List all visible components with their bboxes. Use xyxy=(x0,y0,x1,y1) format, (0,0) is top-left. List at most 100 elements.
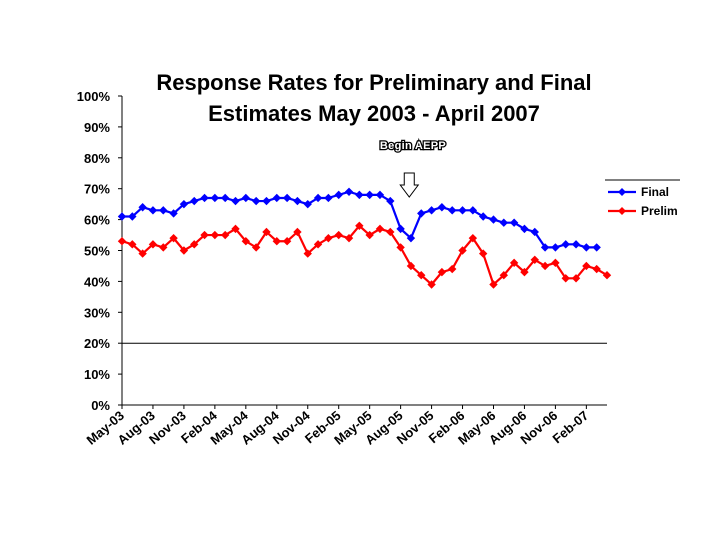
legend-label-final: Final xyxy=(641,185,669,199)
final-point xyxy=(478,212,488,221)
final-point xyxy=(406,233,416,243)
final-point xyxy=(231,196,240,206)
prelim-point xyxy=(582,261,591,271)
prelim-point xyxy=(375,224,385,234)
prelim-point xyxy=(365,230,374,240)
final-point xyxy=(262,196,271,206)
y-tick-label: 70% xyxy=(84,182,110,197)
final-point xyxy=(241,193,251,203)
final-point xyxy=(251,196,261,206)
prelim-point xyxy=(179,246,189,255)
legend: Final Prelim xyxy=(605,179,680,218)
final-point xyxy=(200,193,209,203)
final-point xyxy=(592,243,601,252)
prelim-point xyxy=(520,267,529,277)
prelim-point xyxy=(303,249,312,258)
prelim-point xyxy=(231,224,240,234)
prelim-point xyxy=(458,246,467,255)
prelim-point xyxy=(344,233,354,243)
prelim-point xyxy=(355,221,364,230)
final-point xyxy=(561,240,570,249)
prelim-point xyxy=(427,280,436,289)
y-tick-label: 100% xyxy=(77,89,111,104)
y-tick-label: 50% xyxy=(84,244,110,259)
final-point xyxy=(344,187,354,196)
final-point xyxy=(551,243,560,252)
final-point xyxy=(210,193,220,203)
final-point xyxy=(375,190,385,200)
prelim-point xyxy=(128,240,137,249)
final-point xyxy=(499,218,509,227)
y-tick-label: 40% xyxy=(84,274,110,289)
final-point xyxy=(458,206,467,215)
prelim-point xyxy=(468,233,478,243)
down-arrow-icon xyxy=(399,172,420,198)
prelim-point xyxy=(324,233,333,243)
prelim-point xyxy=(220,230,230,240)
legend-label-prelim: Prelim xyxy=(641,204,678,218)
prelim-point xyxy=(509,258,519,268)
prelim-point xyxy=(396,243,405,252)
final-point xyxy=(159,206,168,215)
chart-title-line-2: Estimates May 2003 - April 2007 xyxy=(208,101,540,126)
y-tick-label: 80% xyxy=(84,151,110,166)
final-point xyxy=(489,215,498,224)
prelim-point xyxy=(530,255,539,264)
prelim-point xyxy=(499,271,509,280)
final-point xyxy=(396,224,405,234)
series-layer xyxy=(117,187,612,289)
prelim-point xyxy=(272,237,281,246)
final-point xyxy=(324,193,333,203)
final-point xyxy=(148,206,158,215)
final-point xyxy=(509,218,519,227)
prelim-point xyxy=(138,249,147,258)
legend-marker-prelim xyxy=(618,207,626,215)
final-point xyxy=(520,224,529,234)
prelim-point xyxy=(551,258,560,268)
y-tick-label: 90% xyxy=(84,120,110,135)
final-point xyxy=(272,193,281,203)
prelim-point xyxy=(571,274,581,283)
begin-aepp-annotation: Begin AEPP xyxy=(379,139,447,198)
final-point xyxy=(190,196,199,206)
y-tick-label: 60% xyxy=(84,213,110,228)
prelim-point xyxy=(262,227,271,237)
prelim-point xyxy=(540,261,550,271)
prelim-point xyxy=(159,243,168,252)
final-point xyxy=(303,199,312,209)
final-point xyxy=(427,206,436,215)
prelim-point xyxy=(592,264,601,274)
legend-marker-final xyxy=(618,188,626,196)
prelim-point xyxy=(251,243,261,252)
final-point xyxy=(448,206,457,215)
final-point xyxy=(220,193,230,203)
final-point xyxy=(571,240,581,249)
prelim-point xyxy=(117,237,127,246)
y-tick-label: 0% xyxy=(91,398,110,413)
prelim-point xyxy=(190,240,199,249)
final-point xyxy=(179,199,189,209)
final-point xyxy=(582,243,591,252)
final-point xyxy=(540,243,550,252)
final-point xyxy=(282,193,292,203)
final-point xyxy=(386,196,395,206)
prelim-point xyxy=(200,230,209,240)
final-point xyxy=(334,190,343,200)
final-point xyxy=(417,209,426,218)
annotation-label: Begin AEPP xyxy=(380,140,446,152)
prelim-point xyxy=(210,230,220,240)
y-tick-label: 30% xyxy=(84,305,110,320)
final-point xyxy=(128,212,137,221)
y-axis: 0% 10% 20% 30% 40% 50% 60% 70% 80% 90% 100% xyxy=(77,89,122,413)
final-point xyxy=(117,212,127,221)
prelim-point xyxy=(561,274,570,283)
final-point xyxy=(530,227,539,237)
chart-title-line-1: Response Rates for Preliminary and Final xyxy=(156,70,591,95)
prelim-point xyxy=(293,227,302,237)
prelim-point xyxy=(148,240,158,249)
final-point xyxy=(313,193,323,203)
y-tick-label: 20% xyxy=(84,336,110,351)
x-axis: May-03Aug-03Nov-03Feb-04May-04Aug-04Nov-… xyxy=(84,405,591,448)
y-tick-label: 10% xyxy=(84,367,110,382)
